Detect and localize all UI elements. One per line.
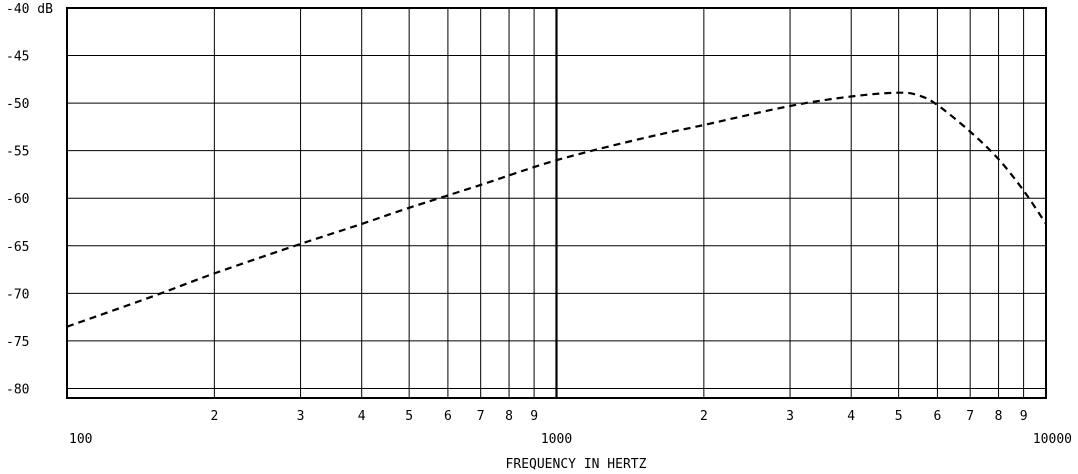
series-line [66, 91, 1047, 328]
x-minor-tick-label: 8 [995, 409, 1003, 424]
x-minor-tick-label: 3 [786, 409, 794, 424]
grid [67, 7, 1046, 398]
x-minor-tick-label: 8 [505, 409, 513, 424]
x-minor-tick-label: 4 [847, 409, 855, 424]
y-tick-label: -70 [6, 287, 29, 302]
y-tick-label: -50 [6, 97, 29, 112]
x-minor-tick-label: 9 [530, 409, 538, 424]
y-tick-label: -65 [6, 240, 29, 255]
x-minor-tick-label: 6 [444, 409, 452, 424]
x-major-tick-label: 10000 [1033, 432, 1072, 447]
x-minor-tick-label: 5 [895, 409, 903, 424]
x-minor-tick-label: 3 [297, 409, 305, 424]
y-tick-label: -80 [6, 382, 29, 397]
x-minor-tick-label: 7 [966, 409, 974, 424]
x-minor-tick-label: 6 [933, 409, 941, 424]
y-tick-label: -45 [6, 50, 29, 65]
plot-frame [66, 7, 1047, 399]
x-minor-tick-label: 2 [700, 409, 708, 424]
y-tick-label: -40 dB [6, 2, 53, 17]
y-tick-label: -75 [6, 335, 29, 350]
x-minor-tick-label: 7 [477, 409, 485, 424]
x-minor-tick-label: 4 [358, 409, 366, 424]
x-major-tick-label: 1000 [541, 432, 572, 447]
x-major-tick-label: 100 [69, 432, 92, 447]
x-axis-label: FREQUENCY IN HERTZ [506, 457, 647, 472]
x-minor-tick-label: 5 [405, 409, 413, 424]
x-tick-labels: 2 3 4 5 6 7 8 9 2 3 4 5 6 7 8 9 100 1000 10000 [69, 409, 1072, 447]
y-tick-labels: -40 dB -45 -50 -55 -60 -65 -70 -75 -80 [6, 2, 53, 397]
y-tick-label: -55 [6, 145, 29, 160]
series-layer [66, 91, 1047, 328]
y-tick-label: -60 [6, 192, 29, 207]
x-minor-tick-label: 2 [210, 409, 218, 424]
x-minor-tick-label: 9 [1020, 409, 1028, 424]
